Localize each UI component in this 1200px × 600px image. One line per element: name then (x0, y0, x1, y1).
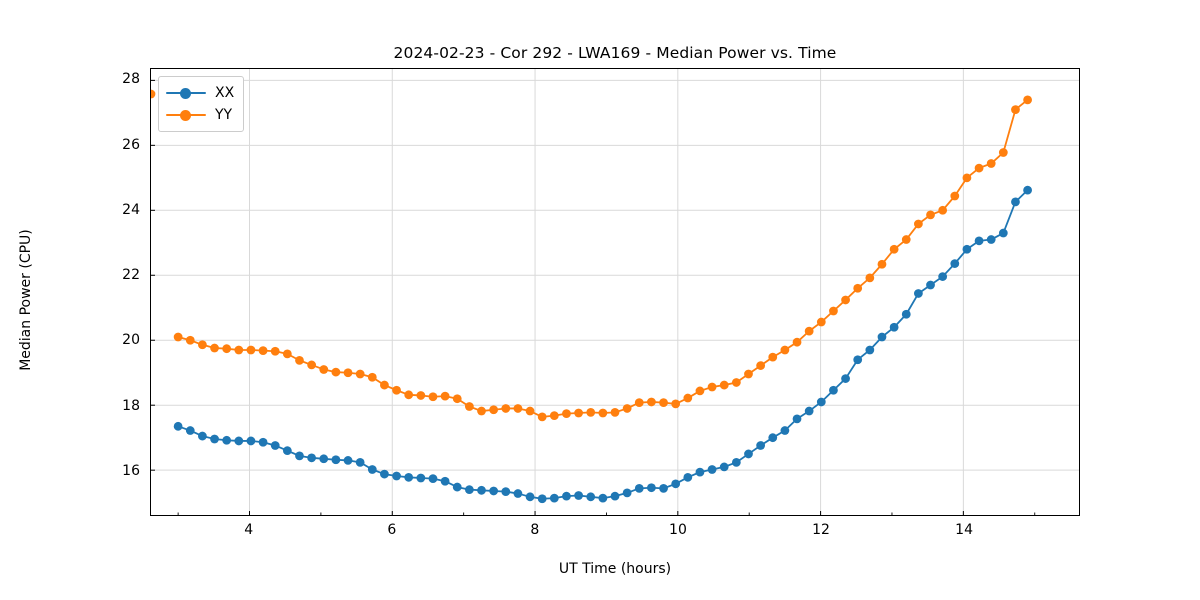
x-tick-label: 14 (955, 522, 974, 538)
x-tick-label: 12 (812, 522, 830, 538)
y-tick-label: 24 (122, 201, 140, 218)
legend-item-yy[interactable]: YY (166, 104, 234, 126)
chart-legend[interactable]: XX YY (158, 76, 245, 132)
y-tick-label: 22 (122, 267, 140, 284)
legend-marker-icon (166, 86, 206, 100)
y-tick-label: 20 (122, 332, 140, 349)
x-tick-label: 6 (387, 522, 397, 538)
legend-marker-icon (166, 108, 206, 122)
y-axis-tick-labels: 16 18 20 22 24 26 28 (96, 68, 140, 516)
legend-label: XX (215, 85, 235, 101)
plot-area (150, 68, 1080, 516)
y-axis-label: Median Power (CPU) (18, 229, 34, 371)
y-tick-label: 26 (122, 136, 140, 153)
x-tick-label: 10 (669, 522, 687, 538)
x-tick-label: 4 (244, 522, 254, 538)
y-tick-label: 18 (122, 397, 140, 414)
legend-item-xx[interactable]: XX (166, 82, 234, 104)
x-tick-label: 8 (530, 522, 540, 538)
x-axis-tick-labels: 4 6 8 10 12 14 (150, 522, 1080, 542)
chart-title: 2024-02-23 - Cor 292 - LWA169 - Median P… (393, 44, 837, 62)
plot-canvas (151, 69, 1079, 515)
x-axis-label: UT Time (hours) (558, 561, 672, 577)
y-tick-label: 16 (122, 462, 140, 479)
y-tick-label: 28 (122, 71, 140, 88)
legend-label: YY (215, 107, 233, 123)
